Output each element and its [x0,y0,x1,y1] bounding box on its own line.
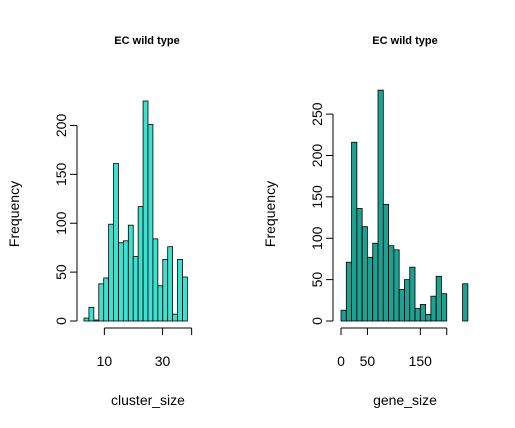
x-axis-label: gene_size [373,392,437,408]
histogram-bar [398,289,405,322]
y-axis: 0 50 100 150 200 [53,114,78,325]
x-tick-label: 10 [97,353,113,369]
y-tick-label: 100 [309,226,325,250]
histogram-bar [388,245,395,322]
histogram-bar [108,223,114,322]
histogram-bar [132,256,139,322]
histogram-bar [351,141,358,322]
histogram-bar [127,224,134,322]
chart-title: EC wild type [114,35,179,47]
histogram-bar [113,163,119,322]
histogram-bar [404,279,411,322]
histogram-bar [462,283,469,322]
histogram-bar [172,313,178,322]
y-tick-label: 0 [53,317,69,325]
histogram-bar [377,89,384,322]
y-tick-label: 100 [53,211,69,235]
histogram-cluster-size: EC wild type cluster_size Frequency 0 50 1… [6,35,193,408]
bars [83,100,188,322]
y-axis-label: Frequency [262,181,278,247]
histogram-bar [435,275,442,322]
histogram-bar [409,266,416,322]
y-axis-label: Frequency [6,181,22,247]
bars [340,89,469,322]
histogram-bar [419,304,426,322]
y-tick-label: 50 [53,264,69,280]
histogram-bar [147,124,154,322]
histogram-bar [182,276,188,322]
histogram-bar [93,319,100,322]
histogram-bar [393,249,400,322]
y-tick-label: 250 [309,102,325,126]
histogram-bar [356,208,363,322]
histogram-bar [88,306,95,322]
histogram-bar [177,258,183,322]
histogram-bar [118,242,124,322]
histogram-bar [382,203,389,322]
histogram-bar [340,309,347,322]
histogram-bar [425,313,432,322]
y-tick-label: 200 [53,114,69,138]
histogram-bar [103,277,110,322]
y-axis: 0 50 100 150 200 250 [309,102,334,325]
histogram-bar [414,308,421,322]
histogram-bar [361,226,368,322]
histogram-bar [441,293,448,322]
histogram-bar [345,261,352,322]
histogram-bar [162,258,169,322]
histogram-bar [122,240,129,322]
x-axis-label: cluster_size [111,392,185,408]
histogram-bar [83,317,90,322]
histogram-bar [367,256,374,322]
y-tick-label: 150 [309,185,325,209]
histogram-bar [152,238,159,322]
histogram-bar [372,242,379,322]
histogram-bar [142,100,149,322]
y-tick-label: 200 [309,144,325,168]
histogram-bar [167,246,174,322]
x-tick-label: 0 [337,353,345,369]
histogram-bar [157,285,164,322]
histogram-bar [98,283,105,322]
x-axis: 0 50 150 [337,327,448,369]
histogram-bar [137,206,144,322]
histogram-bar [430,295,437,322]
x-tick-label: 50 [360,353,376,369]
histogram-gene-size: EC wild type gene_size Frequency 0 50 100 1… [262,35,469,408]
x-tick-label: 30 [155,353,171,369]
x-tick-label: 150 [409,353,433,369]
y-tick-label: 0 [309,317,325,325]
y-tick-label: 150 [53,162,69,186]
y-tick-label: 50 [309,272,325,288]
x-axis: 10 30 [97,327,193,369]
chart-title: EC wild type [372,35,437,47]
